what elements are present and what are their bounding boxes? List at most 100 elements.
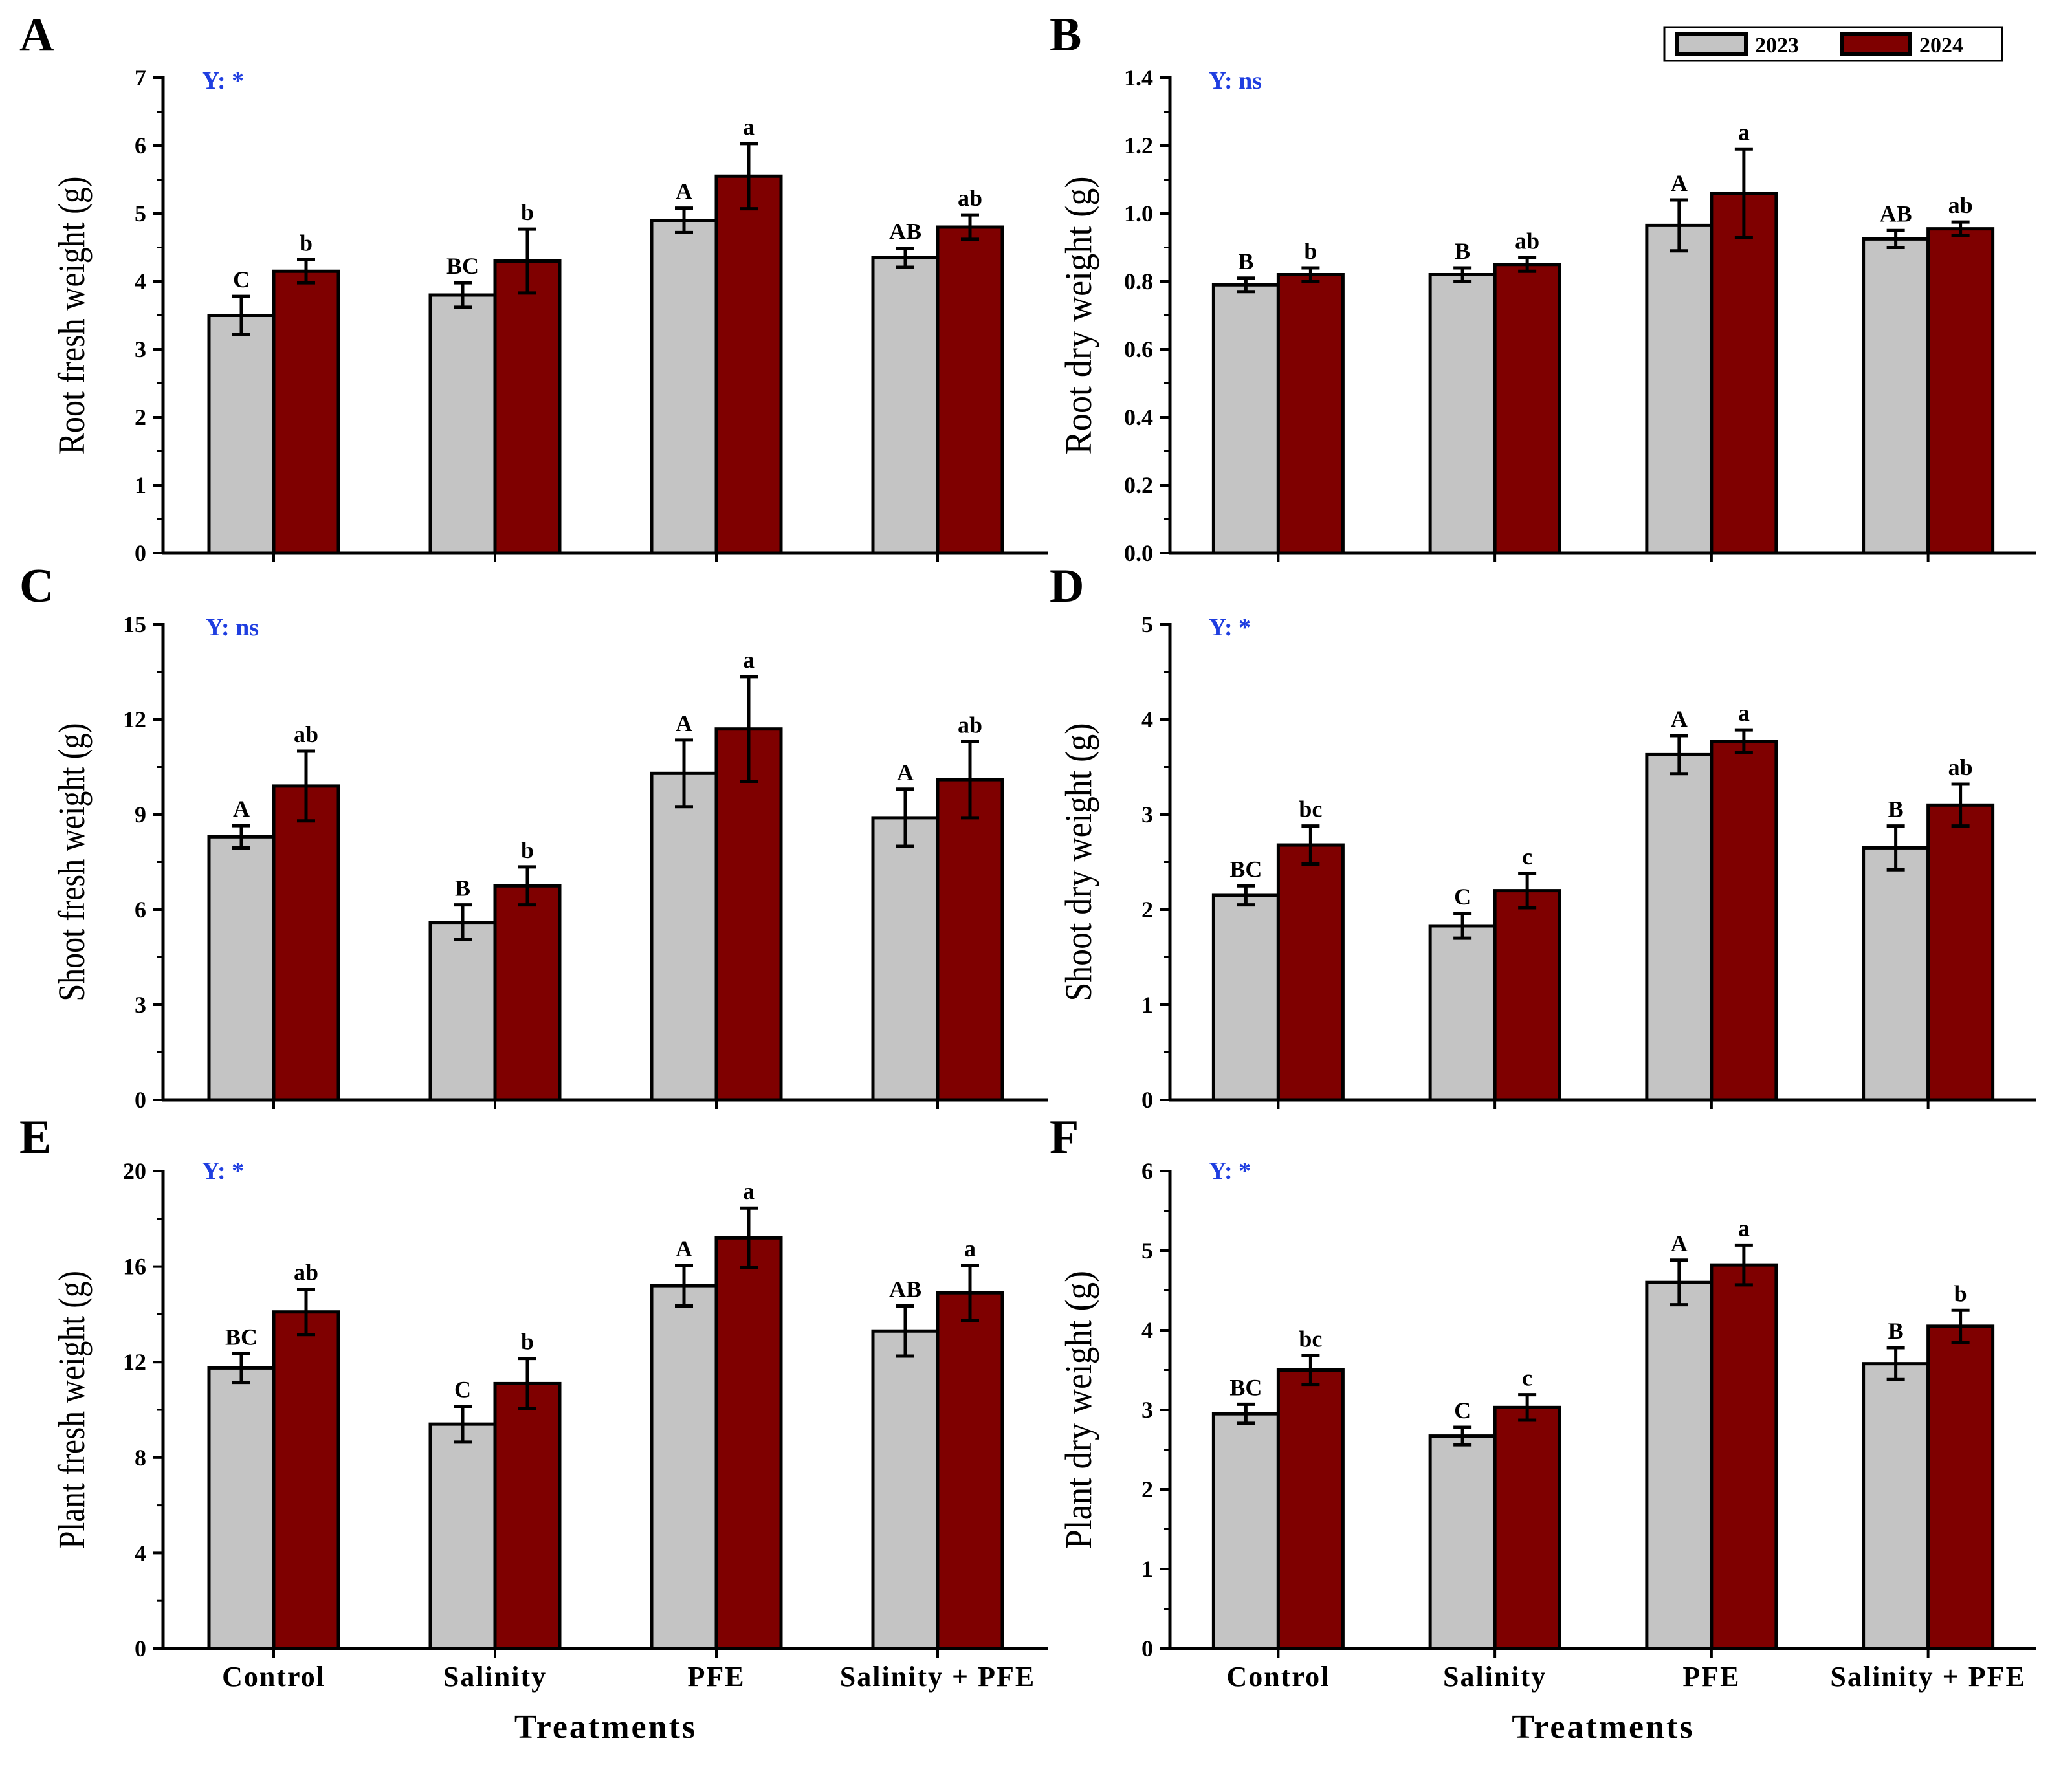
bar-2024-1	[1276, 1368, 1345, 1650]
significance-letter: BC	[1229, 1374, 1262, 1400]
bar-2024-3	[714, 174, 783, 555]
chart-panel-e: E Y: * Plant fresh weight (g) 0 4 8 12 16 20 BC C A…	[19, 1111, 1048, 1746]
y-tick-label: 0	[135, 1636, 146, 1661]
x-category-label: Salinity + PFE	[840, 1661, 1035, 1693]
significance-letter: ab	[294, 1260, 318, 1286]
significance-letter: ab	[958, 185, 982, 211]
significance-letter: C	[1454, 1398, 1471, 1423]
significance-letter: a	[743, 114, 755, 140]
significance-letter: B	[455, 875, 470, 901]
bar-2024-2	[1493, 889, 1561, 1102]
y-tick-label: 6	[135, 897, 146, 923]
bar-2024-4	[936, 225, 1004, 555]
bar-2023-1	[207, 1366, 276, 1650]
bar-2023-3	[1645, 752, 1714, 1102]
bar-2024-2	[493, 884, 562, 1102]
y-tick-label: 0	[135, 1087, 146, 1113]
bar-2023-2	[1428, 273, 1497, 555]
chart-panel-b: B Y: ns Root dry weight (g) 0.0 0.2 0.4 0.6 0.8…	[1050, 8, 2036, 566]
y-axis-label: Root dry weight (g)	[1057, 177, 1099, 455]
bar-2024-4	[936, 1291, 1004, 1650]
significance-letter: B	[1455, 238, 1470, 264]
y-tick-label: 8	[135, 1445, 146, 1471]
chart-panel-f: F Y: * Plant dry weight (g) 0 1 2 3 4 5 6 BC C A Bbc c…	[1050, 1111, 2036, 1746]
panel-letter: B	[1050, 8, 1081, 61]
significance-letter: b	[521, 1329, 534, 1355]
y-tick-label: 5	[1141, 611, 1153, 637]
year-significance: Y: *	[1209, 614, 1251, 641]
y-tick-label: 6	[135, 133, 146, 159]
y-axis-label: Root fresh weight (g)	[50, 177, 93, 455]
y-tick-label: 2	[1141, 897, 1153, 923]
y-tick-label: 20	[123, 1158, 146, 1184]
y-tick-label: 12	[123, 1349, 146, 1375]
y-tick-label: 7	[135, 65, 146, 91]
year-significance: Y: *	[1209, 1157, 1251, 1185]
bar-2024-3	[714, 727, 783, 1102]
chart-panel-c: C Y: ns Shoot fresh weight (g) 0 3 6 9 12 15 A B A A…	[19, 560, 1048, 1113]
significance-letter: a	[1738, 1215, 1750, 1241]
panel-letter: C	[19, 560, 54, 613]
panel-letter: A	[19, 8, 54, 61]
significance-letter: b	[521, 837, 534, 863]
panel-letter: F	[1050, 1111, 1079, 1164]
year-significance: Y: *	[202, 1157, 244, 1185]
significance-letter: A	[233, 796, 250, 822]
y-tick-label: 2	[1141, 1476, 1153, 1502]
bar-2024-1	[272, 784, 340, 1102]
significance-letter: BC	[225, 1324, 258, 1350]
y-tick-label: 3	[135, 336, 146, 362]
x-category-label: Control	[222, 1661, 325, 1693]
chart-panel-a: A Y: * Root fresh weight (g) 0 1 2 3 4 5 6 7 C BC A AB…	[19, 8, 1048, 566]
y-tick-label: 3	[1141, 1397, 1153, 1423]
significance-letter: A	[676, 179, 692, 204]
x-category-label: PFE	[687, 1661, 745, 1693]
legend-label-2024: 2024	[1919, 34, 1963, 58]
y-tick-label: 9	[135, 802, 146, 828]
bar-2024-4	[1926, 1324, 1995, 1650]
significance-letter: AB	[1880, 201, 1912, 226]
y-tick-label: 0.8	[1124, 269, 1153, 294]
bar-2024-2	[1493, 1405, 1561, 1650]
bar-2023-4	[871, 1329, 940, 1650]
legend: 2023 2024	[1663, 26, 2003, 62]
y-tick-label: 1.4	[1124, 65, 1153, 91]
bar-2023-3	[1645, 1280, 1714, 1650]
panels-group: AY: *Root fresh weight (g)01234567CBCAAB…	[19, 8, 2036, 1746]
significance-letter: A	[1671, 1231, 1688, 1256]
y-tick-label: 0	[1141, 1087, 1153, 1113]
bar-2023-3	[650, 771, 718, 1102]
significance-letter: c	[1522, 844, 1532, 870]
significance-letter: ab	[958, 712, 982, 738]
x-category-label: Salinity	[1443, 1661, 1547, 1693]
legend-swatch-2023	[1675, 32, 1748, 56]
bar-2023-4	[1862, 237, 1930, 555]
bar-2023-1	[1211, 1412, 1280, 1650]
y-tick-label: 0	[1141, 1636, 1153, 1661]
significance-letter: c	[1522, 1365, 1532, 1391]
bar-2024-3	[714, 1236, 783, 1650]
bar-2023-3	[1645, 223, 1714, 555]
y-tick-label: 5	[1141, 1238, 1153, 1264]
bar-2024-4	[1926, 227, 1995, 555]
significance-letter: AB	[889, 1276, 921, 1302]
significance-letter: b	[1304, 238, 1317, 264]
y-tick-label: 4	[1141, 707, 1153, 732]
significance-letter: A	[1671, 706, 1688, 732]
y-axis-label: Plant fresh weight (g)	[50, 1271, 93, 1549]
year-significance: Y: *	[202, 67, 244, 94]
bar-2024-1	[272, 269, 340, 555]
bar-2023-3	[650, 1284, 718, 1650]
significance-letter: bc	[1299, 796, 1322, 822]
bar-2023-2	[1428, 924, 1497, 1102]
significance-letter: b	[300, 230, 313, 256]
legend-label-2023: 2023	[1755, 34, 1799, 58]
bar-2023-4	[871, 816, 940, 1102]
y-tick-label: 2	[135, 404, 146, 430]
bar-2023-2	[428, 921, 497, 1102]
year-significance: Y: ns	[206, 614, 259, 641]
y-tick-label: 6	[1141, 1158, 1153, 1184]
bar-2023-1	[207, 835, 276, 1102]
bar-2023-1	[1211, 283, 1280, 555]
